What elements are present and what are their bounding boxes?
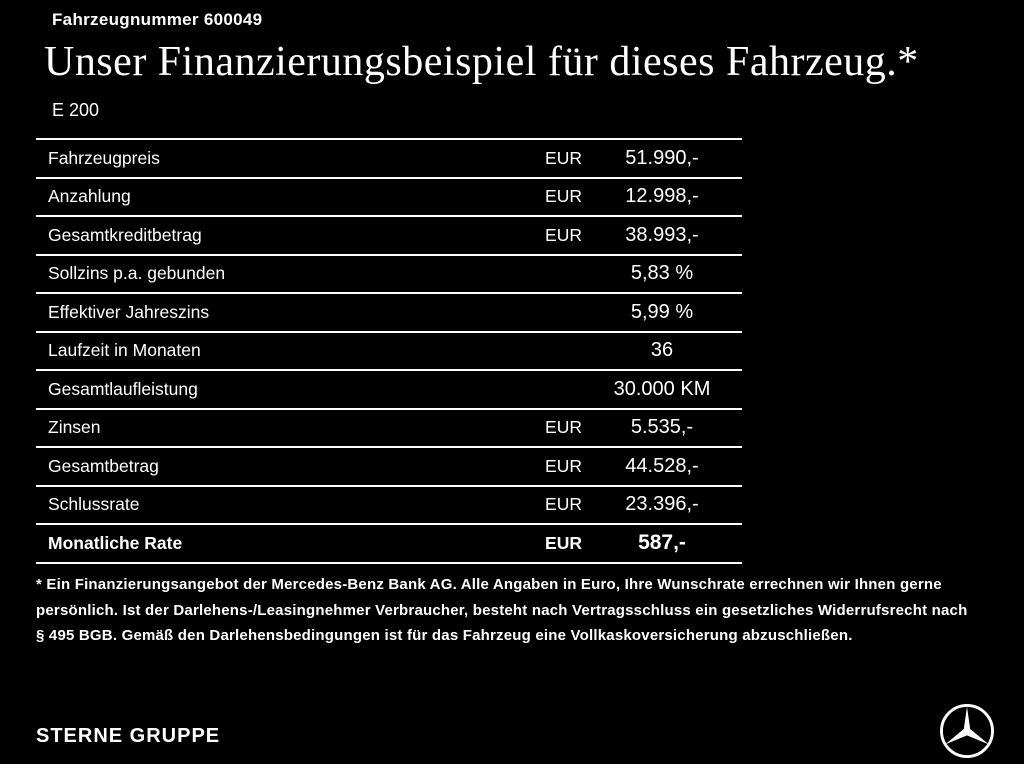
row-value: 44.528,- <box>625 454 699 477</box>
row-label: Gesamtbetrag <box>48 455 159 476</box>
row-label: Anzahlung <box>48 186 131 207</box>
table-row: Monatliche Rate EUR 587,- <box>36 525 742 564</box>
row-label: Zinsen <box>48 417 101 438</box>
row-currency: EUR <box>545 532 582 553</box>
row-value: 36 <box>650 339 674 362</box>
row-value: 5,99 % <box>630 300 694 323</box>
row-label: Laufzeit in Monaten <box>48 340 201 361</box>
vehicle-number: Fahrzeugnummer 600049 <box>52 10 263 29</box>
dealer-brand: STERNE GRUPPE <box>36 725 221 747</box>
row-value: 587,- <box>638 531 686 555</box>
table-row: Gesamtbetrag EUR 44.528,- <box>36 448 742 487</box>
row-label: Schlussrate <box>48 494 140 515</box>
row-value: 23.396,- <box>625 493 699 516</box>
mercedes-star-icon <box>938 702 996 760</box>
row-label: Effektiver Jahreszins <box>48 301 210 322</box>
row-value: 5,83 % <box>630 262 694 285</box>
row-label: Fahrzeugpreis <box>48 147 160 168</box>
row-value: 12.998,- <box>625 185 699 208</box>
row-label: Monatliche Rate <box>48 532 183 553</box>
row-label: Sollzins p.a. gebunden <box>48 263 226 284</box>
row-value: 30.000 KM <box>613 377 711 400</box>
row-currency: EUR <box>545 494 582 515</box>
table-row: Gesamtlaufleistung 30.000 KM <box>36 371 742 410</box>
page-title: Unser Finanzierungsbeispiel für dieses F… <box>44 39 919 85</box>
bottom-divider <box>0 764 1024 768</box>
row-currency: EUR <box>545 455 582 476</box>
table-row: Zinsen EUR 5.535,- <box>36 410 742 448</box>
table-row: Schlussrate EUR 23.396,- <box>36 487 742 525</box>
table-row: Fahrzeugpreis EUR 51.990,- <box>36 140 742 179</box>
row-value: 51.990,- <box>625 146 699 169</box>
row-label: Gesamtkreditbetrag <box>48 224 202 245</box>
row-currency: EUR <box>545 147 582 168</box>
table-row: Effektiver Jahreszins 5,99 % <box>36 294 742 333</box>
vehicle-model: E 200 <box>52 100 100 120</box>
row-label: Gesamtlaufleistung <box>48 378 198 399</box>
table-row: Sollzins p.a. gebunden 5,83 % <box>36 256 742 294</box>
row-currency: EUR <box>545 417 582 438</box>
table-row: Anzahlung EUR 12.998,- <box>36 179 742 217</box>
row-currency: EUR <box>545 224 582 245</box>
table-row: Laufzeit in Monaten 36 <box>36 333 742 371</box>
financing-table: Fahrzeugpreis EUR 51.990,- Anzahlung EUR… <box>36 138 742 564</box>
row-value: 38.993,- <box>625 223 699 246</box>
row-value: 5.535,- <box>630 416 694 439</box>
row-currency: EUR <box>545 186 582 207</box>
footnote-text: * Ein Finanzierungsangebot der Mercedes-… <box>36 576 968 644</box>
table-row: Gesamtkreditbetrag EUR 38.993,- <box>36 217 742 256</box>
